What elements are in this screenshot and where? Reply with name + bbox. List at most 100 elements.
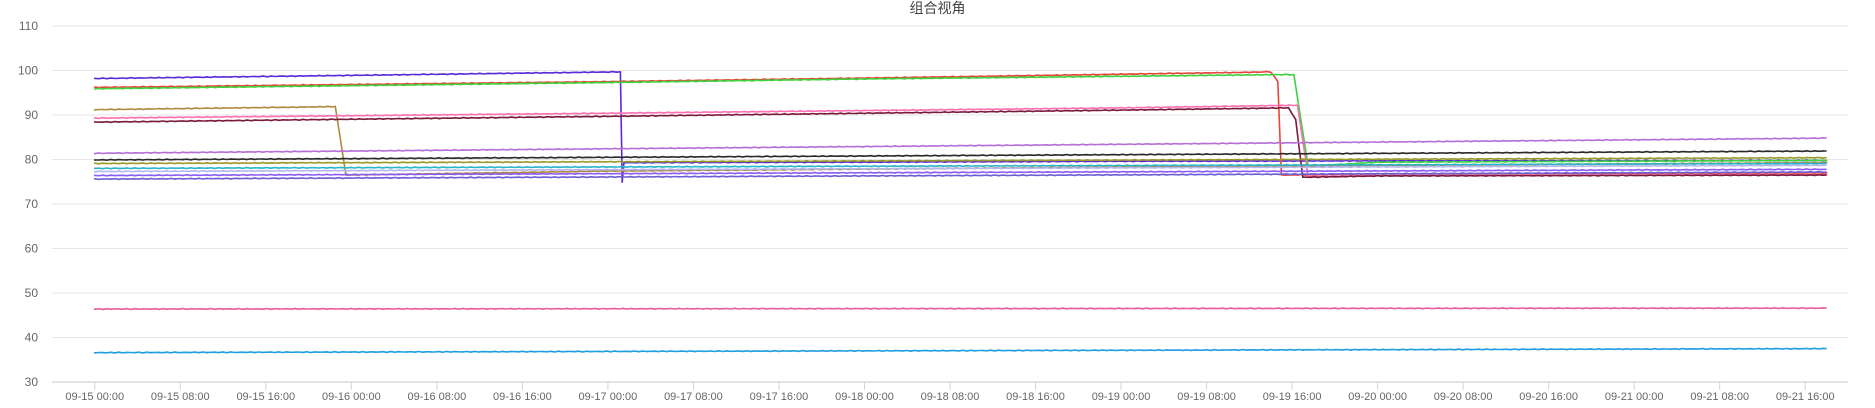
data-point	[1197, 158, 1200, 161]
data-point	[1333, 152, 1336, 155]
data-point	[1505, 161, 1507, 163]
data-point	[1056, 74, 1058, 76]
data-point	[101, 86, 104, 89]
data-point	[1621, 165, 1624, 168]
data-point	[1133, 158, 1136, 161]
data-point	[821, 155, 824, 157]
data-point	[1384, 161, 1387, 164]
data-point	[229, 162, 232, 165]
data-point	[165, 151, 168, 154]
data-point	[607, 81, 609, 84]
data-point	[1781, 168, 1784, 171]
data-point	[255, 106, 257, 109]
data-point	[973, 349, 976, 352]
data-point	[437, 149, 440, 152]
data-point	[1285, 307, 1288, 309]
data-point	[903, 108, 906, 111]
data-point	[1421, 141, 1424, 143]
data-point	[795, 161, 798, 164]
data-point	[1445, 170, 1448, 172]
data-point	[527, 71, 529, 74]
data-point	[230, 85, 233, 88]
data-point	[1389, 307, 1392, 309]
data-point	[909, 165, 912, 167]
data-point	[773, 167, 776, 170]
data-point	[677, 156, 680, 159]
data-point	[1294, 118, 1297, 121]
data-point	[485, 308, 488, 311]
data-point	[557, 350, 560, 353]
data-point	[1813, 149, 1816, 152]
data-point	[1349, 307, 1352, 310]
data-point	[501, 168, 504, 171]
data-point	[543, 71, 545, 74]
data-point	[695, 114, 697, 117]
data-point	[1533, 172, 1536, 175]
data-point	[1725, 348, 1728, 350]
data-point	[1207, 108, 1210, 110]
data-point	[925, 145, 928, 148]
data-point	[893, 145, 896, 147]
data-point	[935, 77, 938, 79]
data-point	[1469, 157, 1472, 160]
data-point	[1389, 165, 1392, 168]
data-point	[1605, 172, 1608, 175]
x-tick-label: 09-17 00:00	[579, 391, 638, 403]
data-point	[1293, 170, 1296, 173]
data-point	[510, 82, 513, 85]
data-point	[1741, 168, 1744, 171]
data-point	[222, 86, 224, 89]
data-point	[631, 114, 633, 117]
data-point	[253, 308, 256, 310]
data-point	[1213, 348, 1216, 351]
data-point	[1373, 173, 1376, 176]
data-point	[893, 349, 896, 352]
data-point	[863, 109, 866, 112]
data-point	[373, 351, 376, 353]
data-point	[1029, 307, 1032, 310]
data-point	[1629, 169, 1632, 171]
data-point	[254, 119, 256, 121]
data-point	[1677, 169, 1680, 171]
data-point	[549, 168, 552, 171]
data-point	[1080, 110, 1082, 112]
data-point	[277, 157, 280, 160]
data-point	[397, 166, 400, 169]
data-point	[518, 116, 521, 118]
data-point	[645, 166, 648, 168]
data-point	[661, 155, 664, 158]
data-point	[589, 172, 592, 175]
data-point	[461, 351, 464, 353]
data-point	[325, 161, 328, 164]
data-point	[1117, 307, 1120, 309]
data-point	[989, 144, 992, 147]
data-point	[1725, 307, 1728, 309]
data-point	[791, 110, 794, 112]
data-point	[157, 152, 160, 154]
data-point	[989, 174, 992, 177]
data-point	[301, 166, 304, 169]
data-point	[190, 107, 193, 110]
data-point	[117, 167, 120, 170]
data-point	[1725, 157, 1728, 160]
data-point	[446, 117, 449, 120]
data-point	[1013, 164, 1016, 167]
data-point	[278, 75, 281, 78]
data-point	[1381, 152, 1384, 155]
data-point	[310, 83, 313, 86]
data-point	[334, 74, 337, 77]
data-point	[1381, 348, 1384, 351]
data-point	[413, 157, 416, 160]
data-point	[389, 157, 392, 160]
data-point	[1569, 160, 1571, 163]
data-point	[1389, 348, 1392, 351]
data-point	[413, 149, 416, 152]
data-point	[566, 115, 569, 118]
data-point	[1013, 174, 1016, 177]
data-point	[901, 172, 904, 174]
data-point	[1077, 154, 1080, 157]
data-point	[366, 83, 369, 85]
data-point	[1709, 157, 1712, 160]
data-point	[717, 155, 720, 158]
data-point	[302, 115, 305, 117]
